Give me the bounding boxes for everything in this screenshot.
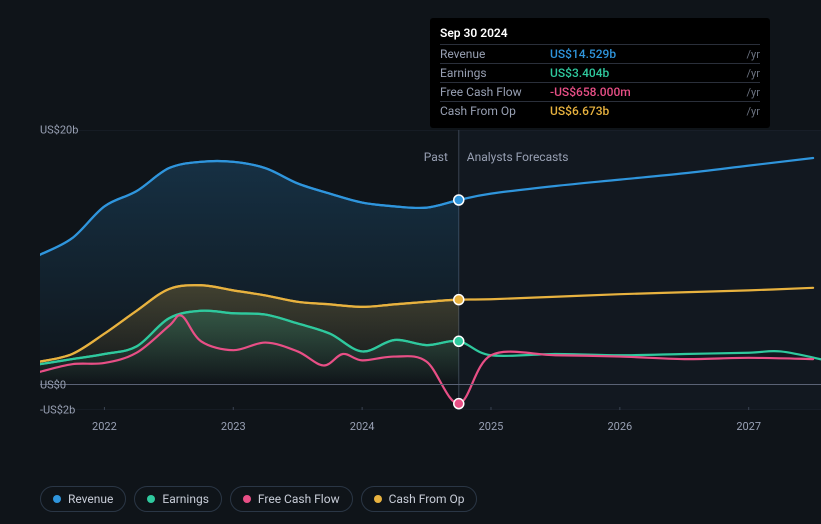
tooltip-row-unit: /yr <box>747 67 760 80</box>
legend-swatch <box>374 495 382 503</box>
chart-tooltip: Sep 30 2024 RevenueUS$14.529b/yrEarnings… <box>430 18 770 128</box>
tooltip-row: Revenue US$14.529b/yr <box>440 44 760 63</box>
legend-swatch <box>53 495 61 503</box>
tooltip-row-label: Earnings <box>440 66 540 80</box>
tooltip-row-unit: /yr <box>747 86 760 99</box>
legend-item-cash-from-op[interactable]: Cash From Op <box>361 486 478 512</box>
plot-area[interactable] <box>40 130 821 410</box>
chart-legend: Revenue Earnings Free Cash Flow Cash From O… <box>40 486 477 512</box>
tooltip-row-unit: /yr <box>747 105 760 118</box>
tooltip-row-value: US$3.404b <box>550 66 737 80</box>
tooltip-row: Free Cash Flow -US$658.000m/yr <box>440 82 760 101</box>
legend-swatch <box>147 495 155 503</box>
tooltip-row: Cash From Op US$6.673b/yr <box>440 101 760 120</box>
tooltip-row-value: US$14.529b <box>550 47 737 61</box>
tooltip-row-unit: /yr <box>747 48 760 61</box>
x-axis-tick: 2024 <box>350 420 375 433</box>
past-label: Past <box>424 150 448 164</box>
y-axis-tick: -US$2b <box>40 404 75 417</box>
tooltip-row-label: Revenue <box>440 47 540 61</box>
legend-label: Revenue <box>68 492 113 506</box>
tooltip-date: Sep 30 2024 <box>440 26 760 40</box>
financial-chart: Sep 30 2024 RevenueUS$14.529b/yrEarnings… <box>20 0 806 509</box>
tooltip-row-value: -US$658.000m <box>550 85 737 99</box>
legend-item-free-cash-flow[interactable]: Free Cash Flow <box>230 486 353 512</box>
legend-label: Earnings <box>162 492 209 506</box>
tooltip-row-label: Cash From Op <box>440 104 540 118</box>
x-axis-tick: 2027 <box>736 420 761 433</box>
y-axis-tick: US$20b <box>40 124 78 137</box>
forecast-label: Analysts Forecasts <box>467 150 569 164</box>
legend-label: Free Cash Flow <box>258 492 340 506</box>
y-axis-tick: US$0 <box>40 378 66 391</box>
chart-svg <box>40 130 821 410</box>
tooltip-row-value: US$6.673b <box>550 104 737 118</box>
legend-item-revenue[interactable]: Revenue <box>40 486 126 512</box>
x-axis-tick: 2025 <box>479 420 504 433</box>
x-axis-tick: 2022 <box>92 420 117 433</box>
x-axis-tick: 2023 <box>221 420 246 433</box>
tooltip-row-label: Free Cash Flow <box>440 85 540 99</box>
x-axis-tick: 2026 <box>607 420 632 433</box>
legend-label: Cash From Op <box>389 492 465 506</box>
tooltip-row: Earnings US$3.404b/yr <box>440 63 760 82</box>
legend-swatch <box>243 495 251 503</box>
legend-item-earnings[interactable]: Earnings <box>134 486 222 512</box>
